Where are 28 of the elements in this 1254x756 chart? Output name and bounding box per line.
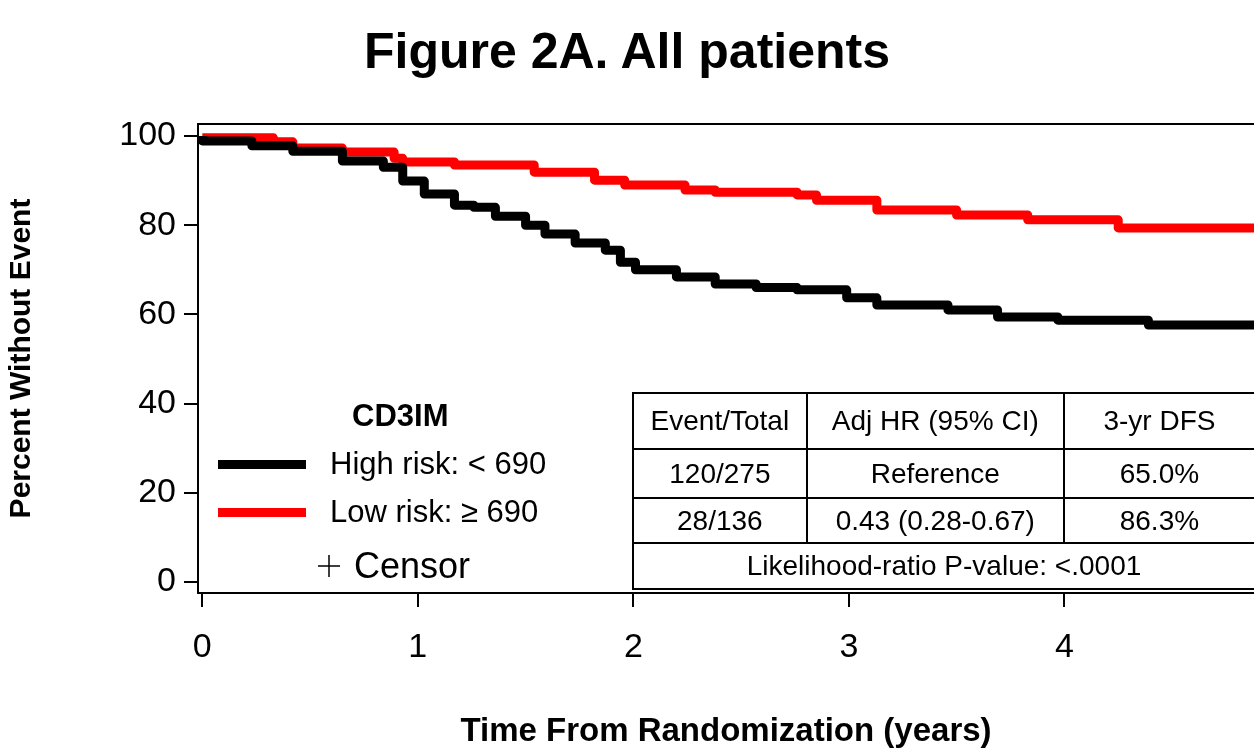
chart-title: Figure 2A. All patients: [363, 22, 891, 80]
annotation: Censor: [354, 545, 471, 587]
x-tick-label: 1: [408, 625, 428, 664]
annotation: 3-yr DFS: [1063, 393, 1254, 449]
annotation: 65.0%: [1063, 449, 1254, 498]
legend-label: High risk: < 690: [330, 446, 547, 482]
x-axis-title: Time From Randomization (years): [460, 711, 992, 749]
y-tick-label: 20: [138, 471, 176, 510]
x-tick-label: 4: [1054, 625, 1074, 664]
x-tick-label: 2: [623, 625, 643, 664]
y-tick-label: 80: [138, 203, 176, 242]
annotation: 28/136: [633, 498, 807, 543]
x-tick-label: 3: [839, 625, 859, 664]
annotation: Likelihood-ratio P-value: <.0001: [633, 543, 1254, 589]
annotation: 86.3%: [1063, 498, 1254, 543]
annotation: 0.43 (0.28-0.67): [806, 498, 1064, 543]
y-tick-label: 100: [119, 114, 176, 153]
legend-title: CD3IM: [352, 397, 450, 435]
legend-label: Low risk: ≥ 690: [330, 494, 539, 530]
y-axis-title: Percent Without Event: [3, 198, 37, 519]
y-tick-label: 60: [138, 292, 176, 331]
annotation: 120/275: [633, 449, 807, 498]
y-tick-label: 0: [157, 560, 176, 599]
annotation: Event/Total: [633, 393, 807, 449]
annotation: Adj HR (95% CI): [806, 393, 1064, 449]
annotation: Reference: [806, 449, 1064, 498]
x-tick-label: 0: [192, 625, 212, 664]
y-tick-label: 40: [138, 381, 176, 420]
